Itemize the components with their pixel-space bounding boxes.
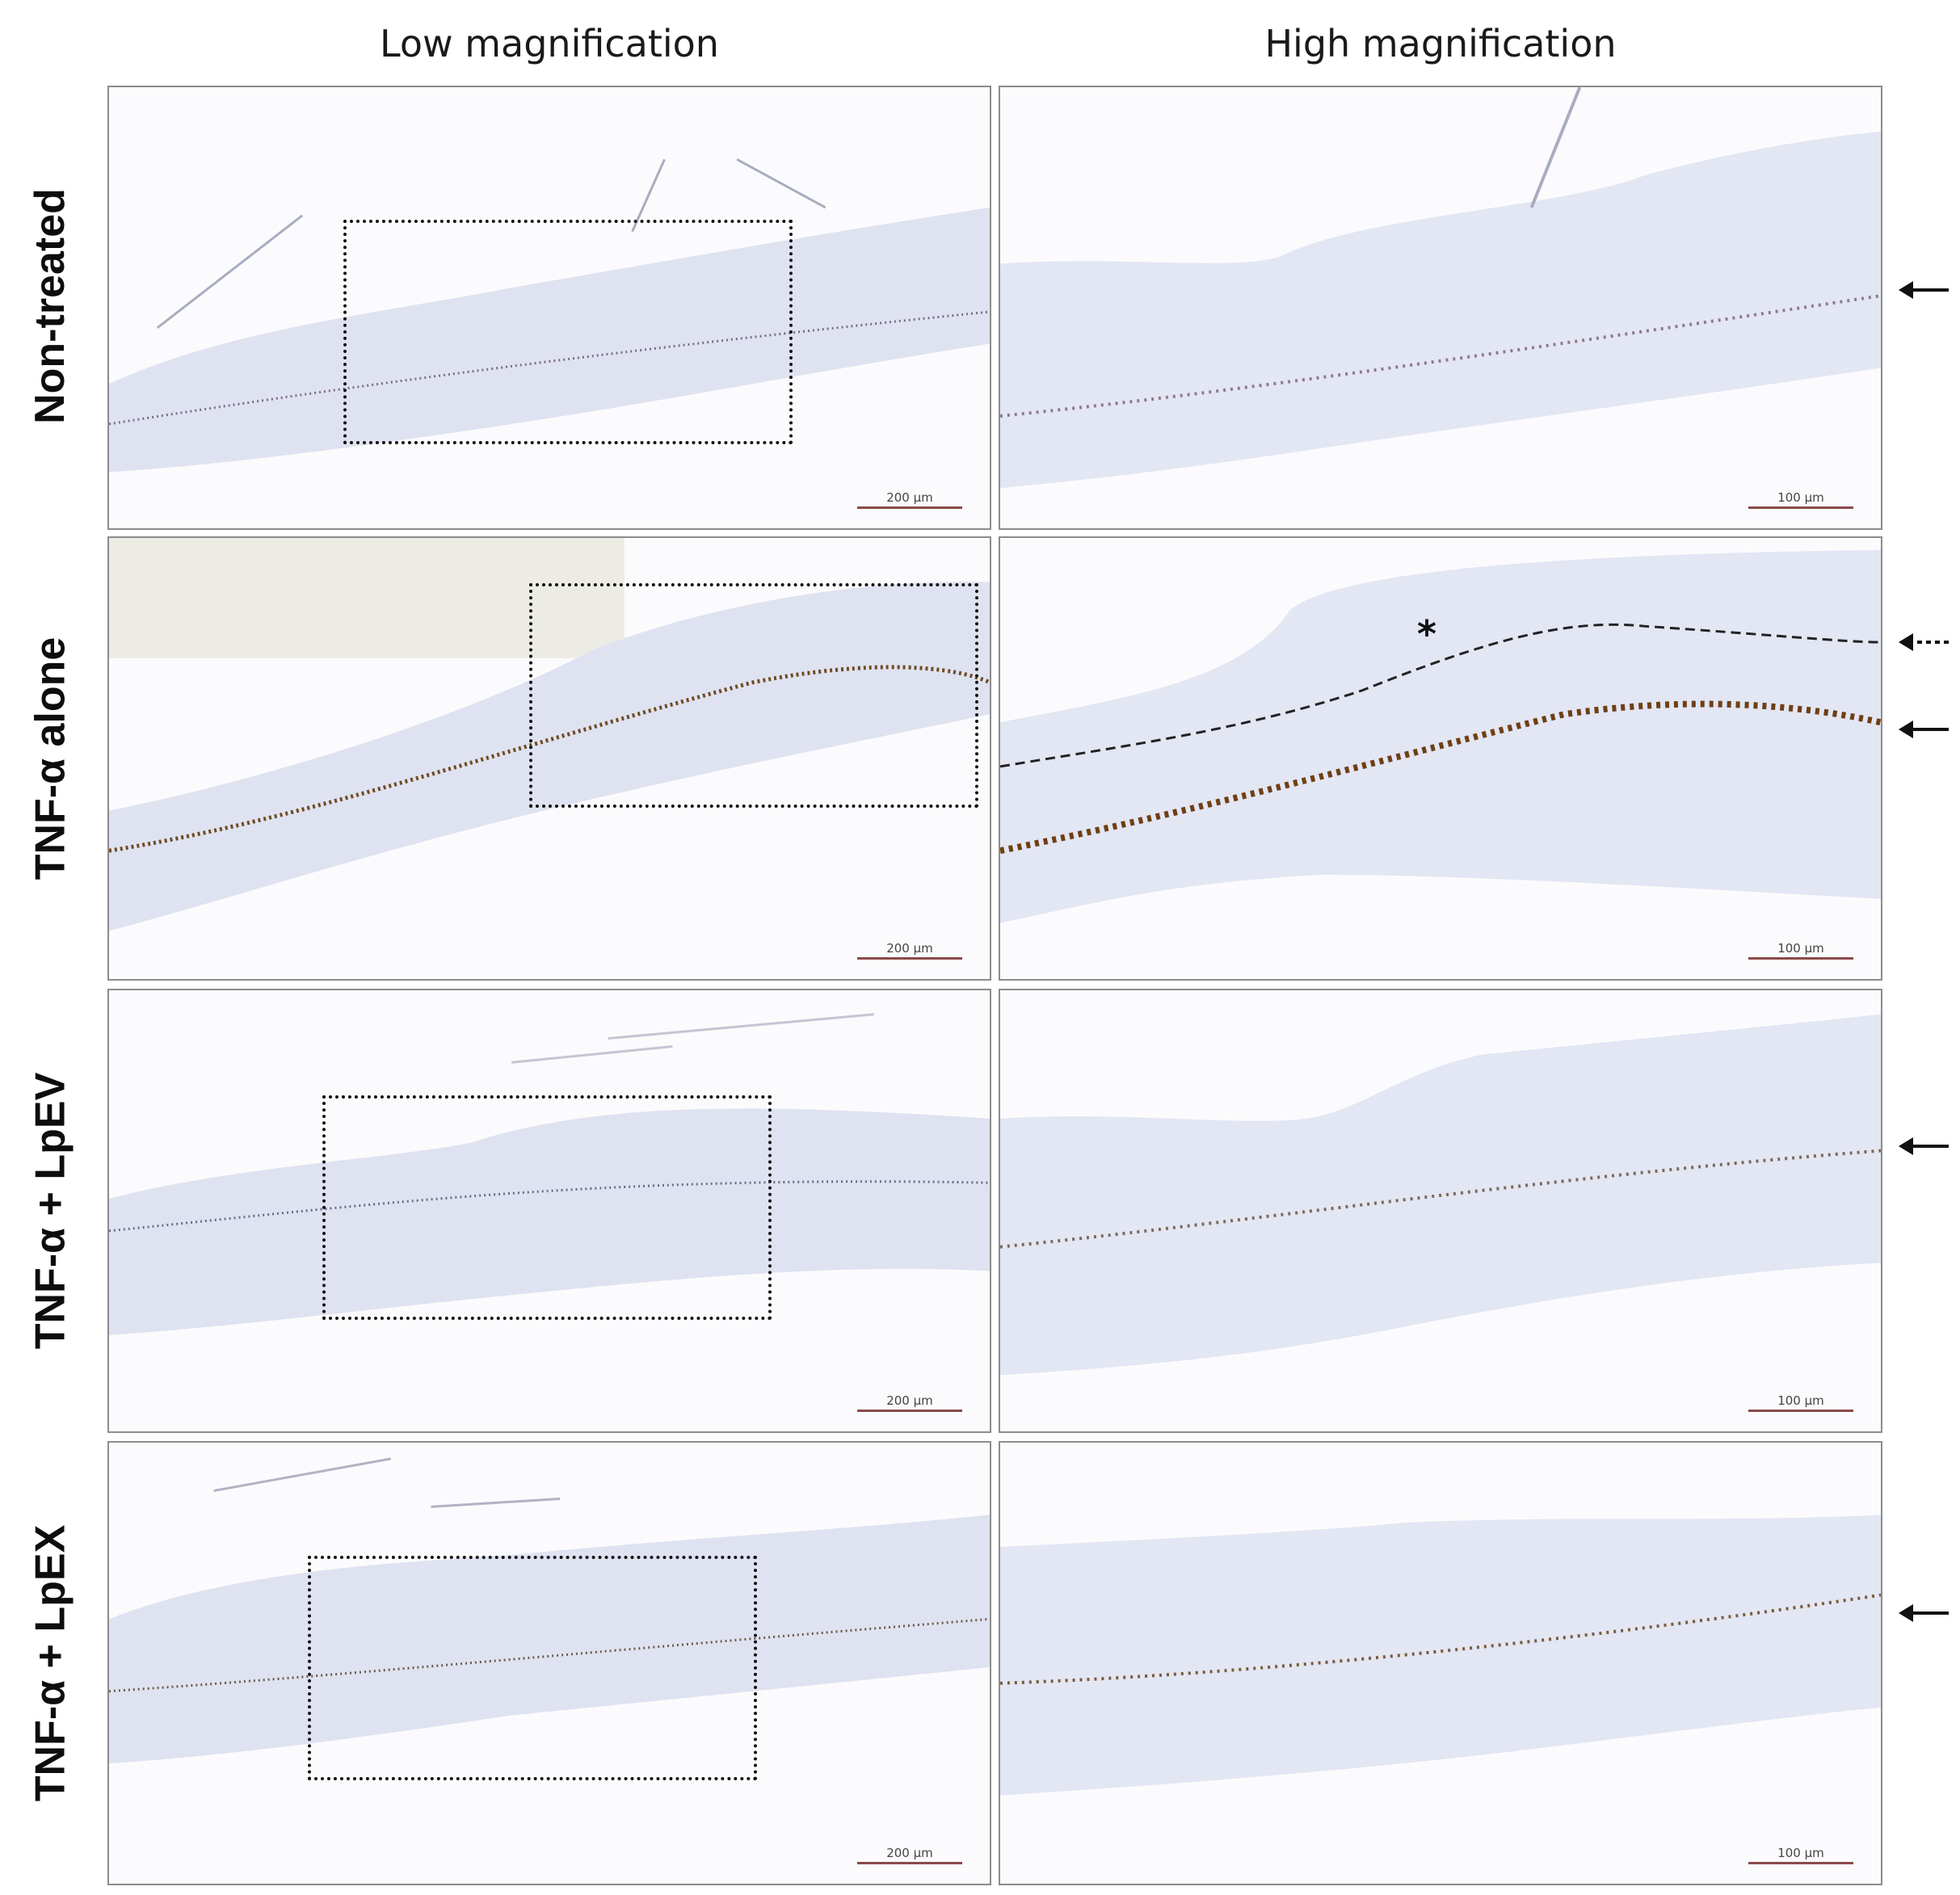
tissue-image xyxy=(1000,1515,1881,1796)
scale-bar-label: 100 µm xyxy=(1777,1846,1824,1860)
scale-bar: 100 µm xyxy=(1748,941,1853,960)
scale-bar-label: 200 µm xyxy=(886,1393,933,1408)
row-label-text: TNF-α + LpEX xyxy=(27,1524,74,1802)
row-label-text: TNF-α alone xyxy=(27,637,74,880)
row-label-non-treated: Non-treated xyxy=(26,84,74,528)
asterisk-annotation: * xyxy=(1417,612,1437,656)
solid-arrow-icon xyxy=(1899,1137,1949,1155)
row-label-text: TNF-α + LpEV xyxy=(27,1072,74,1350)
row-label-tnf-lpev: TNF-α + LpEV xyxy=(26,989,74,1433)
panel-tnf-lpev-high: 100 µm xyxy=(999,989,1882,1433)
scale-bar-label: 200 µm xyxy=(886,941,933,956)
inset-box xyxy=(308,1556,757,1780)
tissue-image xyxy=(1000,1014,1881,1376)
scale-bar: 100 µm xyxy=(1748,1393,1853,1412)
panel-non-treated-low: 200 µm xyxy=(107,86,991,530)
solid-arrow-icon xyxy=(1899,1604,1949,1622)
tissue-image xyxy=(1000,549,1881,923)
tissue-image xyxy=(109,1457,990,1764)
scale-bar-label: 100 µm xyxy=(1777,490,1824,505)
panel-tnf-lpex-high: 100 µm xyxy=(999,1441,1882,1885)
tissue-image xyxy=(1000,87,1881,489)
scale-bar: 100 µm xyxy=(1748,1846,1853,1864)
inset-box xyxy=(343,220,793,444)
inset-box xyxy=(529,583,978,808)
scale-bar-label: 200 µm xyxy=(886,490,933,505)
panel-tnf-alone-low: 200 µm xyxy=(107,536,991,981)
tissue-image xyxy=(109,158,990,473)
high-magnification-header: High magnification xyxy=(1264,22,1617,65)
panel-tnf-lpex-low: 200 µm xyxy=(107,1441,991,1885)
scale-bar-label: 200 µm xyxy=(886,1846,933,1860)
panel-tnf-lpev-low: 200 µm xyxy=(107,989,991,1433)
inset-box xyxy=(322,1095,772,1320)
dashed-arrow-icon xyxy=(1899,633,1949,651)
scale-bar-label: 100 µm xyxy=(1777,1393,1824,1408)
row-label-text: Non-treated xyxy=(27,188,74,424)
scale-bar: 200 µm xyxy=(857,1393,962,1412)
low-magnification-header: Low magnification xyxy=(380,22,719,65)
scale-bar: 200 µm xyxy=(857,490,962,509)
scale-bar-label: 100 µm xyxy=(1777,941,1824,956)
panel-non-treated-high: 100 µm xyxy=(999,86,1882,530)
solid-arrow-icon xyxy=(1899,721,1949,738)
tissue-image xyxy=(109,538,990,931)
scale-bar: 200 µm xyxy=(857,1846,962,1864)
row-label-tnf-alone: TNF-α alone xyxy=(26,536,74,981)
panel-tnf-alone-high: * 100 µm xyxy=(999,536,1882,981)
solid-arrow-icon xyxy=(1899,281,1949,299)
row-label-tnf-lpex: TNF-α + LpEX xyxy=(26,1441,74,1885)
scale-bar: 200 µm xyxy=(857,941,962,960)
scale-bar: 100 µm xyxy=(1748,490,1853,509)
